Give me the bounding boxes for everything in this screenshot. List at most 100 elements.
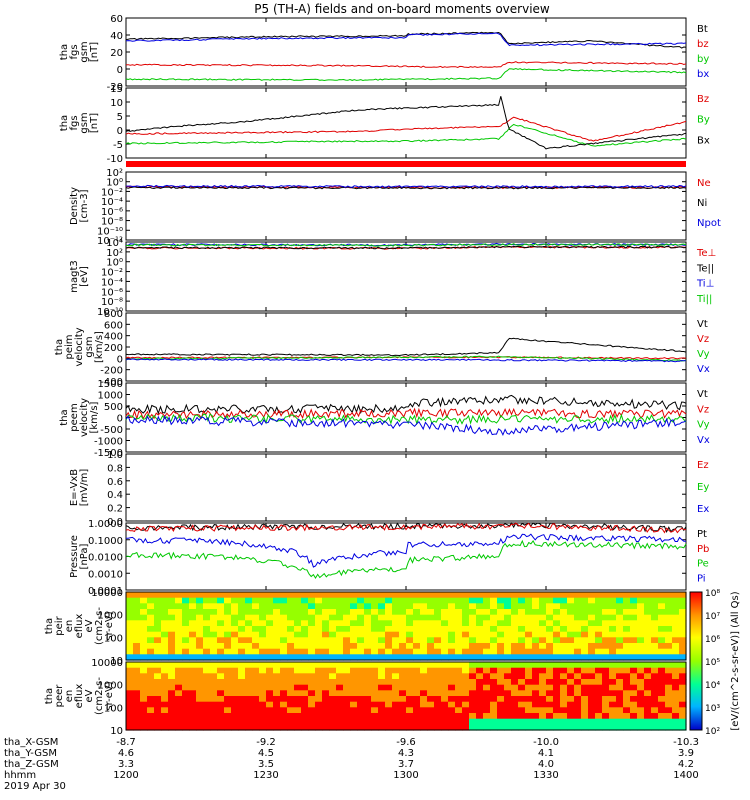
spectrogram-cell — [658, 707, 666, 714]
spectrogram-cell — [567, 620, 575, 627]
y-axis-label: eflux — [74, 684, 85, 709]
spectrogram-cell — [441, 631, 449, 638]
spectrogram-cell — [483, 667, 491, 674]
spectrogram-cell — [651, 696, 659, 703]
spectrogram-cell — [623, 654, 631, 661]
spectrogram-cell — [672, 673, 680, 680]
spectrogram-cell — [469, 684, 477, 691]
spectrogram-cell — [175, 667, 183, 674]
spectrogram-cell — [665, 597, 673, 604]
spectrogram-cell — [210, 592, 218, 599]
spectrogram-cell — [644, 614, 652, 621]
spectrogram-cell — [476, 609, 484, 616]
spectrogram-cell — [413, 718, 421, 725]
y-tick-label: -200 — [100, 366, 123, 377]
spectrogram-cell — [392, 637, 400, 644]
spectrogram-cell — [161, 592, 169, 599]
spectrogram-cell — [168, 592, 176, 599]
spectrogram-cell — [483, 718, 491, 725]
spectrogram-cell — [546, 597, 554, 604]
spectrogram-cell — [231, 637, 239, 644]
spectrogram-cell — [161, 654, 169, 661]
spectrogram-cell — [539, 626, 547, 633]
spectrogram-cell — [329, 701, 337, 708]
spectrogram-cell — [280, 690, 288, 697]
spectrogram-cell — [392, 673, 400, 680]
y-tick-label: 1500 — [98, 379, 123, 390]
spectrogram-cell — [623, 592, 631, 599]
spectrogram-cell — [497, 701, 505, 708]
spectrogram-cell — [266, 724, 274, 731]
spectrogram-cell — [644, 662, 652, 669]
spectrogram-cell — [301, 603, 309, 610]
spectrogram-cell — [252, 724, 260, 731]
spectrogram-cell — [546, 592, 554, 599]
spectrogram-cell — [378, 626, 386, 633]
spectrogram-cell — [196, 643, 204, 650]
spectrogram-cell — [448, 718, 456, 725]
spectrogram-cell — [658, 724, 666, 731]
spectrogram-cell — [273, 707, 281, 714]
spectrogram-cell — [329, 654, 337, 661]
spectrogram-cell — [581, 620, 589, 627]
spectrogram-cell — [399, 662, 407, 669]
spectrogram-cell — [658, 696, 666, 703]
spectrogram-cell — [511, 603, 519, 610]
spectrogram-cell — [378, 609, 386, 616]
spectrogram-cell — [665, 690, 673, 697]
spectrogram-cell — [602, 701, 610, 708]
spectrogram-cell — [147, 662, 155, 669]
spectrogram-cell — [420, 701, 428, 708]
spectrogram-cell — [490, 648, 498, 655]
spectrogram-cell — [665, 592, 673, 599]
spectrogram-cell — [630, 620, 638, 627]
spectrogram-cell — [154, 637, 162, 644]
y-tick-label: 10⁰ — [106, 178, 123, 189]
x-row-label: tha_X-GSM — [4, 737, 58, 748]
spectrogram-cell — [266, 662, 274, 669]
y-tick-label: 10⁻⁸ — [101, 217, 123, 228]
spectrogram-cell — [497, 603, 505, 610]
spectrogram-cell — [665, 667, 673, 674]
spectrogram-cell — [679, 662, 687, 669]
spectrogram-cell — [224, 701, 232, 708]
spectrogram-cell — [511, 684, 519, 691]
spectrogram-cell — [525, 603, 533, 610]
spectrogram-cell — [497, 592, 505, 599]
y-axis-label: velocity — [74, 327, 85, 366]
spectrogram-cell — [630, 643, 638, 650]
spectrogram-cell — [217, 648, 225, 655]
spectrogram-cell — [357, 673, 365, 680]
spectrogram-cell — [560, 662, 568, 669]
spectrogram-cell — [392, 631, 400, 638]
spectrogram-cell — [595, 684, 603, 691]
spectrogram-cell — [210, 724, 218, 731]
spectrogram-cell — [252, 662, 260, 669]
spectrogram-cell — [392, 620, 400, 627]
spectrogram-cell — [658, 620, 666, 627]
spectrogram-cell — [329, 620, 337, 627]
spectrogram-cell — [532, 620, 540, 627]
spectrogram-cell — [546, 679, 554, 686]
spectrogram-cell — [490, 701, 498, 708]
spectrogram-cell — [168, 643, 176, 650]
spectrogram-cell — [245, 592, 253, 599]
spectrogram-cell — [133, 643, 141, 650]
spectrogram-cell — [581, 592, 589, 599]
spectrogram-cell — [441, 662, 449, 669]
spectrogram-cell — [273, 701, 281, 708]
spectrogram-cell — [385, 684, 393, 691]
spectrogram-cell — [252, 718, 260, 725]
spectrogram-cell — [434, 609, 442, 616]
spectrogram-cell — [357, 614, 365, 621]
spectrogram-cell — [630, 690, 638, 697]
spectrogram-cell — [308, 609, 316, 616]
spectrogram-cell — [196, 592, 204, 599]
spectrogram-cell — [462, 701, 470, 708]
spectrogram-cell — [609, 673, 617, 680]
spectrogram-cell — [413, 592, 421, 599]
spectrogram-cell — [189, 690, 197, 697]
spectrogram-cell — [665, 614, 673, 621]
spectrogram-cell — [406, 620, 414, 627]
spectrogram-cell — [126, 679, 134, 686]
